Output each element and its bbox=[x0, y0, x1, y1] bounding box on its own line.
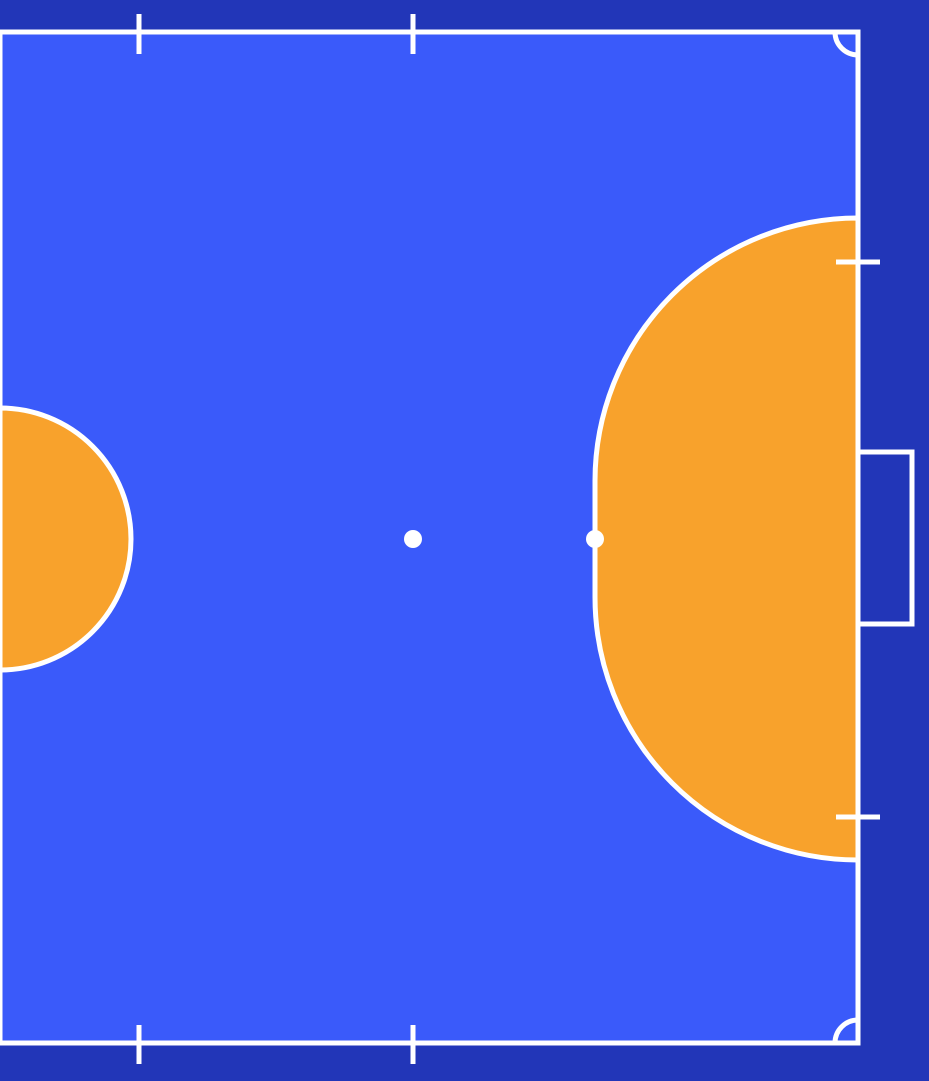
penalty-area bbox=[592, 215, 861, 863]
center-circle bbox=[0, 405, 134, 673]
goal bbox=[855, 449, 915, 627]
corner-arc-bottom bbox=[832, 1017, 859, 1044]
corner-arc-top bbox=[832, 31, 859, 58]
penalty-spot bbox=[586, 530, 604, 548]
second-penalty-spot bbox=[404, 530, 422, 548]
